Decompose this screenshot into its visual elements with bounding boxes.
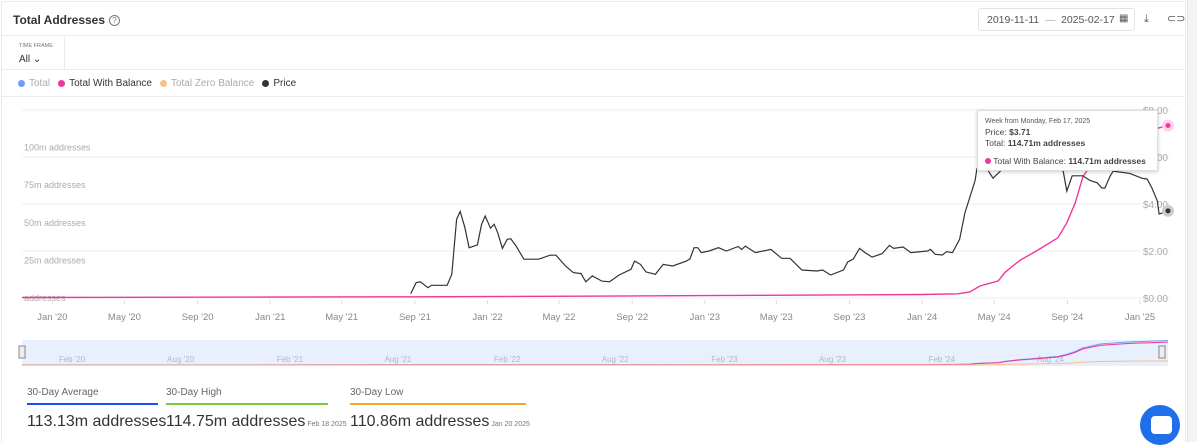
x-axis-tick: May '24 bbox=[978, 312, 1011, 323]
calendar-icon[interactable]: ▦ bbox=[1119, 13, 1129, 24]
hover-point bbox=[1165, 122, 1171, 128]
navigator-tick: Feb '22 bbox=[494, 355, 521, 364]
stat-label: 30-Day Average bbox=[27, 387, 158, 405]
navigator-tick: Aug '24 bbox=[1037, 355, 1064, 364]
stat-30-day-high: 30-Day High 114.75m addresses Feb 18 2025 bbox=[166, 387, 347, 431]
x-axis-tick: Sep '20 bbox=[182, 312, 214, 323]
hover-point bbox=[1165, 208, 1171, 214]
legend-dot-icon bbox=[58, 80, 66, 87]
stat-value: 114.75m addresses bbox=[166, 413, 306, 430]
legend-item-total-with-balance[interactable]: Total With Balance bbox=[58, 78, 152, 89]
x-axis-tick: Jan '21 bbox=[255, 312, 285, 323]
navigator-tick: Feb '21 bbox=[277, 355, 304, 364]
navigator-tick: Feb '20 bbox=[59, 355, 86, 364]
navigator-tick: Aug '21 bbox=[384, 355, 411, 364]
chart-tooltip: Week from Monday, Feb 17, 2025 Price: $3… bbox=[977, 110, 1158, 171]
x-axis-tick: May '22 bbox=[542, 312, 575, 323]
navigator-handle-right[interactable] bbox=[1158, 345, 1166, 359]
x-axis-tick: Sep '23 bbox=[834, 312, 866, 323]
time-frame-label: TIME FRAME bbox=[19, 43, 53, 49]
stat-label: 30-Day High bbox=[166, 387, 328, 405]
legend-item-total-zero-balance[interactable]: Total Zero Balance bbox=[159, 78, 254, 89]
navigator-tick: Aug '23 bbox=[819, 355, 846, 364]
navigator-tick: Aug '22 bbox=[602, 355, 629, 364]
tooltip-price: $3.71 bbox=[1009, 127, 1031, 137]
legend-item-total[interactable]: Total bbox=[18, 78, 50, 89]
right-axis-tick: $2.00 bbox=[1143, 247, 1168, 258]
navigator-series bbox=[22, 360, 1169, 366]
legend-dot-icon bbox=[262, 80, 270, 87]
stat-date: Jan 20 2025 bbox=[491, 421, 530, 428]
chart-legend: Total Total With Balance Total Zero Balanc… bbox=[18, 78, 296, 89]
stat-date: Feb 18 2025 bbox=[307, 421, 347, 428]
left-axis-tick: 50m addresses bbox=[24, 218, 86, 228]
chevron-down-icon: ⌄ bbox=[32, 54, 42, 65]
right-axis-tick: $0.00 bbox=[1143, 294, 1168, 305]
left-axis-tick: 75m addresses bbox=[24, 180, 86, 190]
help-icon[interactable]: ? bbox=[109, 15, 121, 26]
right-axis-tick: $4.00 bbox=[1143, 200, 1168, 211]
x-axis-tick: May '20 bbox=[108, 312, 141, 323]
tooltip-dot-icon bbox=[985, 158, 991, 164]
stat-30-day-low: 30-Day Low 110.86m addresses Jan 20 2025 bbox=[350, 387, 530, 431]
x-axis-tick: May '23 bbox=[760, 312, 793, 323]
page-scrollbar[interactable] bbox=[1187, 0, 1197, 442]
legend-item-price[interactable]: Price bbox=[262, 78, 296, 89]
navigator-tick: Feb '24 bbox=[929, 355, 956, 364]
download-icon[interactable]: ⤓ bbox=[1144, 13, 1149, 25]
navigator-handle-left[interactable] bbox=[18, 345, 26, 359]
series-line-price bbox=[410, 156, 1169, 295]
navigator-tick: Aug '20 bbox=[167, 355, 194, 364]
link-icon[interactable]: ⊂⊃ bbox=[1167, 13, 1186, 25]
chat-support-button[interactable] bbox=[1140, 405, 1180, 445]
x-axis-tick: Jan '25 bbox=[1125, 312, 1155, 323]
x-axis-tick: Sep '22 bbox=[616, 312, 648, 323]
start-date[interactable]: 2019-11-11 bbox=[987, 14, 1040, 26]
stat-label: 30-Day Low bbox=[350, 387, 526, 405]
tooltip-total: 114.71m addresses bbox=[1007, 138, 1086, 148]
series-line-total-with-balance bbox=[21, 124, 1169, 299]
tooltip-twb: 114.71m addresses bbox=[1068, 156, 1146, 166]
x-axis-tick: Jan '24 bbox=[907, 312, 937, 323]
time-frame-select[interactable]: TIME FRAME All ⌄ bbox=[2, 37, 65, 70]
stat-30-day-average: 30-Day Average 113.13m addresses bbox=[27, 387, 168, 431]
left-axis-tick: 100m addresses bbox=[24, 143, 91, 153]
end-date[interactable]: 2025-02-17 bbox=[1061, 14, 1115, 26]
time-frame-value[interactable]: All ⌄ bbox=[19, 54, 42, 65]
date-separator: — bbox=[1045, 14, 1056, 26]
stat-value: 113.13m addresses bbox=[27, 413, 167, 430]
x-axis-tick: Sep '21 bbox=[399, 312, 431, 323]
x-axis-tick: Sep '24 bbox=[1051, 312, 1083, 323]
x-axis-tick: Jan '23 bbox=[690, 312, 720, 323]
navigator-tick: Feb '23 bbox=[711, 355, 738, 364]
x-axis-tick: May '21 bbox=[325, 312, 358, 323]
left-axis-tick: 25m addresses bbox=[24, 255, 86, 265]
x-axis-tick: Jan '20 bbox=[37, 312, 67, 323]
card-title: Total Addresses? bbox=[13, 13, 121, 27]
legend-dot-icon bbox=[18, 80, 25, 87]
navigator-background bbox=[22, 340, 1168, 366]
legend-dot-icon bbox=[159, 80, 167, 87]
card-header: Total Addresses? 2019-11-11 — 2025-02-17… bbox=[2, 2, 1185, 36]
x-axis-tick: Jan '22 bbox=[472, 312, 502, 323]
tooltip-heading: Week from Monday, Feb 17, 2025 bbox=[985, 118, 1091, 125]
date-range-picker[interactable]: 2019-11-11 — 2025-02-17 ▦ bbox=[978, 8, 1135, 31]
stat-value: 110.86m addresses bbox=[350, 413, 490, 430]
